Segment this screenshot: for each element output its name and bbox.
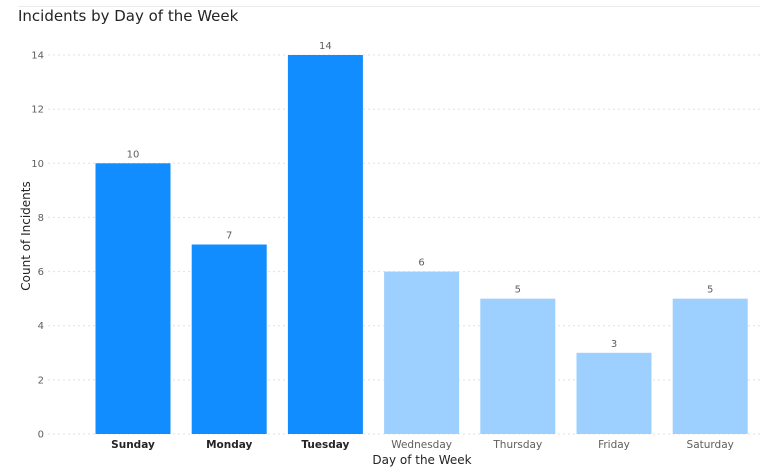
bar-tuesday[interactable]: [287, 55, 363, 434]
x-tick-label-sunday: Sunday: [111, 439, 155, 451]
bar-monday[interactable]: [191, 244, 267, 435]
y-tick-label: 8: [38, 213, 44, 224]
data-label-thursday: 5: [515, 285, 521, 296]
bar-friday[interactable]: [576, 352, 652, 434]
bar-sunday[interactable]: [95, 163, 171, 435]
data-label-tuesday: 14: [319, 41, 332, 52]
data-label-monday: 7: [226, 231, 232, 242]
x-tick-label-friday: Friday: [598, 439, 630, 451]
x-axis-title: Day of the Week: [372, 453, 471, 467]
bars: [95, 55, 748, 435]
header-divider: [18, 6, 760, 7]
y-axis-title: Count of Incidents: [19, 181, 33, 290]
x-tick-label-monday: Monday: [206, 439, 252, 451]
x-tick-label-tuesday: Tuesday: [301, 439, 349, 451]
y-tick-label: 12: [31, 105, 44, 116]
y-tick-label: 2: [38, 375, 44, 386]
y-tick-label: 14: [31, 51, 44, 62]
y-axis-ticks: 0 2 4 6 8 10 12 14: [31, 51, 44, 441]
x-tick-label-wednesday: Wednesday: [391, 439, 452, 451]
bar-saturday[interactable]: [672, 298, 748, 434]
bar-wednesday[interactable]: [384, 271, 460, 434]
data-label-wednesday: 6: [418, 258, 424, 269]
y-tick-label: 6: [38, 267, 44, 278]
y-tick-label: 10: [31, 159, 44, 170]
data-label-saturday: 5: [707, 285, 713, 296]
chart-title: Incidents by Day of the Week: [18, 7, 239, 25]
data-label-sunday: 10: [127, 149, 140, 160]
x-tick-label-thursday: Thursday: [492, 439, 542, 451]
bar-thursday[interactable]: [480, 298, 556, 434]
x-tick-label-saturday: Saturday: [687, 439, 734, 451]
data-labels: 10 7 14 6 5 3 5: [127, 41, 714, 350]
y-tick-label: 0: [38, 430, 44, 441]
x-axis-labels: Sunday Monday Tuesday Wednesday Thursday Frid…: [111, 439, 734, 451]
y-tick-label: 4: [38, 321, 44, 332]
data-label-friday: 3: [611, 339, 617, 350]
